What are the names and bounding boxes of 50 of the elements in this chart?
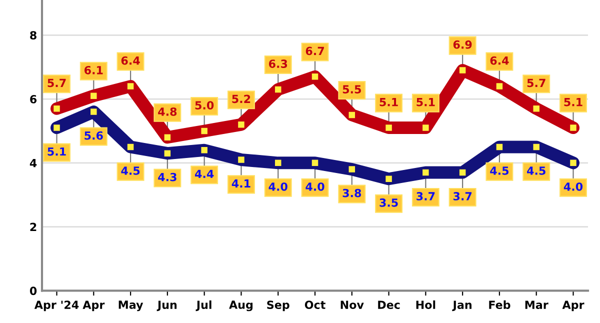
x-tick-label: Jan [452, 300, 472, 312]
x-tick-label: Apr '24 [34, 300, 79, 312]
x-tick-label: Feb [489, 300, 510, 310]
x-tick-label: Oct [304, 300, 326, 310]
data-label: 4.0 [268, 182, 288, 191]
data-label: 5.1 [564, 98, 582, 106]
data-label: 3.5 [380, 198, 398, 207]
y-tick-label: 6 [30, 95, 37, 104]
data-label: 3.7 [416, 192, 435, 200]
y-tick-label: 8 [30, 31, 36, 40]
x-tick-label: Apr [82, 300, 105, 312]
data-label: 4.4 [194, 170, 214, 178]
data-label: 4.1 [232, 179, 250, 188]
x-tick-label: Jun [156, 300, 177, 312]
data-label: 6.9 [453, 40, 472, 49]
data-label: 5.0 [195, 101, 214, 110]
data-label: 6.1 [84, 66, 103, 74]
x-tick-label: Mar [525, 300, 548, 310]
data-label: 5.1 [48, 147, 66, 156]
data-label: 3.8 [342, 188, 362, 198]
x-tick-label: Hol [416, 300, 436, 310]
x-tick-label: Apr [562, 300, 584, 312]
data-label: 5.5 [342, 85, 361, 94]
y-tick-label: 4 [30, 159, 37, 168]
data-label: 4.0 [306, 182, 324, 191]
data-label: 4.5 [527, 166, 546, 175]
data-label: 4.8 [158, 107, 177, 116]
data-label: 6.7 [306, 46, 324, 56]
data-label: 5.1 [380, 98, 398, 106]
data-label: 6.3 [268, 60, 288, 68]
data-label: 6.4 [121, 56, 140, 65]
y-tick-label: 2 [30, 222, 36, 232]
x-tick-label: Aug [229, 300, 253, 312]
data-label: 4.5 [490, 166, 509, 175]
data-label: 6.4 [490, 56, 509, 65]
x-tick-label: Jul [196, 300, 212, 312]
data-label: 5.6 [84, 131, 103, 140]
data-label: 5.7 [48, 78, 66, 88]
data-label: 4.0 [564, 182, 583, 191]
data-label: 3.7 [453, 192, 472, 200]
x-tick-label: Dec [378, 300, 400, 310]
data-label: 4.5 [121, 166, 140, 175]
data-label: 5.1 [416, 98, 435, 106]
y-tick-label: 0 [30, 286, 37, 296]
x-tick-label: May [118, 300, 144, 312]
data-label: 4.3 [158, 172, 176, 182]
x-tick-label: Sep [267, 300, 290, 312]
x-tick-label: Nov [340, 300, 364, 310]
data-label: 5.2 [232, 94, 250, 104]
data-label: 5.7 [527, 78, 546, 88]
